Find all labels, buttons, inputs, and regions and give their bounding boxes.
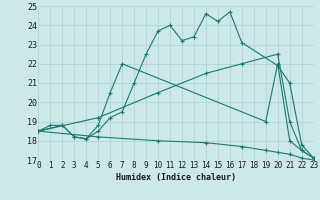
X-axis label: Humidex (Indice chaleur): Humidex (Indice chaleur) [116, 173, 236, 182]
